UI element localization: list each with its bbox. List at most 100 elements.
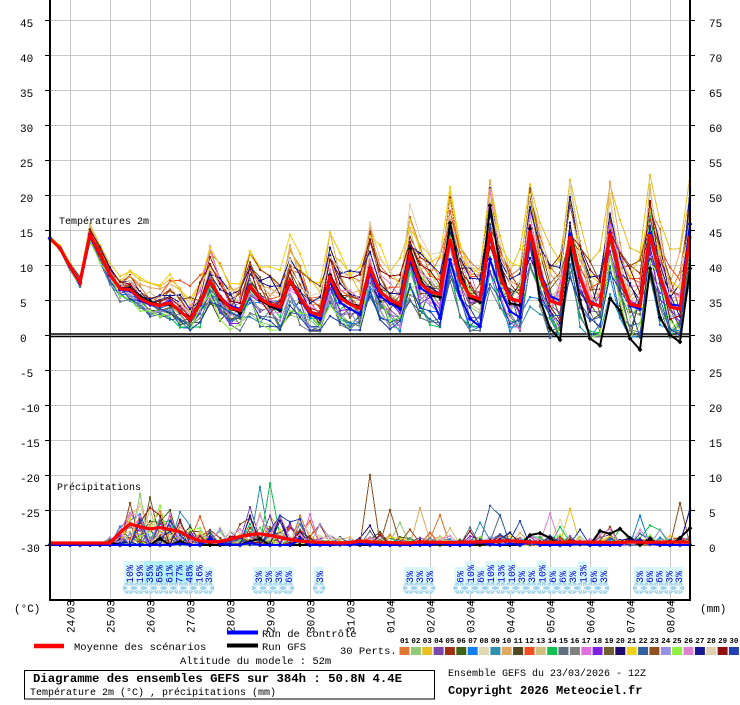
svg-text:-25: -25: [20, 509, 40, 521]
svg-text:-20: -20: [20, 474, 40, 486]
svg-text:13%: 13%: [580, 565, 591, 583]
svg-text:05: 05: [445, 638, 455, 646]
svg-text:15: 15: [559, 638, 569, 646]
svg-text:3%: 3%: [205, 571, 216, 583]
svg-text:25: 25: [673, 638, 683, 646]
svg-text:16: 16: [570, 638, 580, 646]
svg-text:Run de contrôle: Run de contrôle: [262, 629, 357, 641]
svg-text:Altitude du modele : 52m: Altitude du modele : 52m: [180, 656, 331, 668]
svg-text:5: 5: [20, 299, 27, 311]
svg-text:10: 10: [502, 638, 512, 646]
svg-text:-10: -10: [20, 404, 40, 416]
svg-text:10%: 10%: [539, 565, 550, 583]
svg-text:65: 65: [709, 89, 722, 101]
svg-text:-5: -5: [20, 369, 33, 381]
svg-text:06/04: 06/04: [587, 600, 599, 633]
svg-text:25: 25: [709, 369, 722, 381]
svg-text:45: 45: [709, 229, 722, 241]
svg-text:0: 0: [709, 544, 716, 556]
svg-text:-30: -30: [20, 544, 40, 556]
svg-text:-15: -15: [20, 439, 40, 451]
svg-text:55: 55: [709, 159, 722, 171]
svg-text:6%: 6%: [590, 571, 601, 583]
svg-text:3%: 3%: [675, 571, 686, 583]
svg-text:29: 29: [718, 638, 728, 646]
svg-text:30/03: 30/03: [307, 600, 319, 633]
svg-text:3%: 3%: [569, 571, 580, 583]
svg-text:27: 27: [695, 638, 704, 646]
svg-text:45: 45: [20, 19, 33, 31]
svg-text:Précipitations: Précipitations: [57, 482, 141, 494]
svg-text:08/04: 08/04: [667, 600, 679, 633]
svg-text:30: 30: [729, 638, 739, 646]
svg-text:31/03: 31/03: [347, 600, 359, 633]
svg-text:25: 25: [20, 159, 33, 171]
svg-text:(°C): (°C): [14, 604, 40, 616]
svg-text:10%: 10%: [487, 565, 498, 583]
svg-text:3%: 3%: [406, 571, 417, 583]
svg-text:26: 26: [684, 638, 694, 646]
svg-text:13%: 13%: [498, 565, 509, 583]
svg-text:3%: 3%: [665, 571, 676, 583]
svg-text:77%: 77%: [176, 565, 187, 583]
svg-text:27/03: 27/03: [187, 600, 199, 633]
svg-text:04: 04: [434, 638, 444, 646]
svg-text:Diagramme des ensembles GEFS s: Diagramme des ensembles GEFS sur 384h : …: [33, 672, 402, 686]
svg-text:Ensemble GEFS du 23/03/2026 -: Ensemble GEFS du 23/03/2026 - 12Z: [448, 668, 646, 680]
svg-text:07: 07: [468, 638, 477, 646]
svg-text:13: 13: [536, 638, 546, 646]
svg-text:24/03: 24/03: [67, 600, 79, 633]
svg-text:6%: 6%: [656, 571, 667, 583]
svg-text:20: 20: [20, 194, 33, 206]
svg-text:15: 15: [709, 439, 722, 451]
svg-text:01: 01: [400, 638, 410, 646]
svg-text:04/04: 04/04: [507, 600, 519, 633]
svg-text:5: 5: [709, 509, 716, 521]
svg-text:03: 03: [423, 638, 433, 646]
svg-text:24: 24: [661, 638, 671, 646]
svg-text:21: 21: [627, 638, 637, 646]
svg-text:6%: 6%: [559, 571, 570, 583]
svg-text:02: 02: [411, 638, 421, 646]
svg-text:17: 17: [582, 638, 591, 646]
svg-text:50: 50: [709, 194, 722, 206]
svg-text:35: 35: [709, 299, 722, 311]
svg-text:3%: 3%: [600, 571, 611, 583]
svg-text:16%: 16%: [195, 565, 206, 583]
svg-text:6%: 6%: [477, 571, 488, 583]
svg-text:6%: 6%: [457, 571, 468, 583]
svg-text:70: 70: [709, 54, 722, 66]
svg-text:6%: 6%: [285, 571, 296, 583]
svg-text:65%: 65%: [156, 565, 167, 583]
svg-text:30: 30: [20, 124, 33, 136]
svg-text:(mm): (mm): [700, 604, 726, 616]
svg-text:Copyright 2026 Meteociel.fr: Copyright 2026 Meteociel.fr: [448, 684, 642, 698]
svg-text:6%: 6%: [549, 571, 560, 583]
svg-text:3%: 3%: [275, 571, 286, 583]
svg-text:10%: 10%: [508, 565, 519, 583]
svg-text:30: 30: [709, 334, 722, 346]
svg-text:Moyenne des scénarios: Moyenne des scénarios: [74, 642, 206, 654]
svg-text:Température 2m (°C) , précipit: Température 2m (°C) , précipitations (mm…: [30, 687, 276, 699]
svg-text:02/04: 02/04: [427, 600, 439, 633]
svg-text:75: 75: [709, 19, 722, 31]
svg-text:3%: 3%: [416, 571, 427, 583]
svg-text:10%: 10%: [126, 565, 137, 583]
svg-text:30 Perts.: 30 Perts.: [340, 646, 397, 658]
svg-text:20: 20: [709, 404, 722, 416]
svg-text:35%: 35%: [146, 565, 157, 583]
svg-text:6%: 6%: [646, 571, 657, 583]
svg-text:40: 40: [709, 264, 722, 276]
svg-text:3%: 3%: [518, 571, 529, 583]
svg-text:Températures 2m: Températures 2m: [59, 216, 149, 228]
svg-text:Run GFS: Run GFS: [262, 642, 306, 654]
svg-text:11: 11: [514, 638, 524, 646]
svg-text:06: 06: [457, 638, 467, 646]
svg-text:20: 20: [616, 638, 626, 646]
svg-text:40: 40: [20, 54, 33, 66]
svg-text:35: 35: [20, 89, 33, 101]
svg-text:10: 10: [709, 474, 722, 486]
svg-text:0: 0: [20, 334, 27, 346]
svg-text:12: 12: [525, 638, 535, 646]
svg-text:29/03: 29/03: [267, 600, 279, 633]
